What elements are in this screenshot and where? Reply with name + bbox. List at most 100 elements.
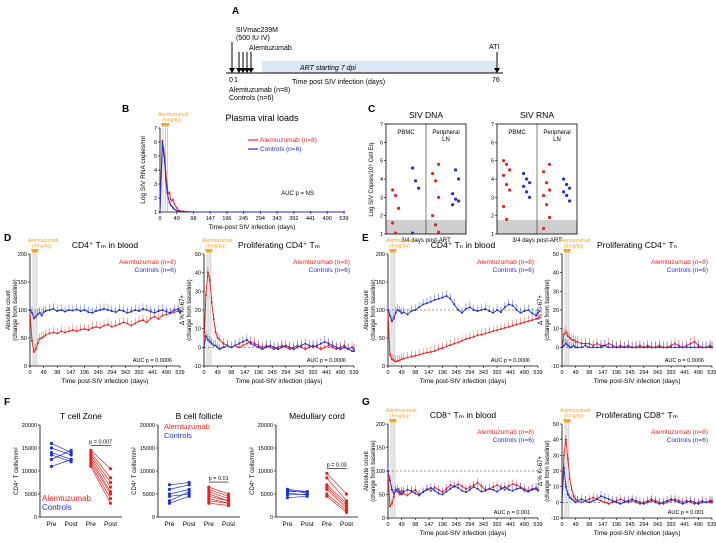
x-tick-label: 539 bbox=[533, 522, 542, 528]
x-tick-label: 490 bbox=[520, 522, 529, 528]
data-point bbox=[406, 488, 409, 491]
y-tick-label: 0 bbox=[24, 364, 27, 370]
x-tick-label: Pre bbox=[46, 521, 57, 528]
data-point bbox=[226, 211, 228, 213]
data-point-pre bbox=[89, 457, 93, 462]
data-point-pre bbox=[207, 494, 211, 498]
data-point-post bbox=[187, 483, 191, 487]
timeline-tick-0: 0 bbox=[229, 77, 233, 84]
data-point-pre bbox=[89, 460, 93, 464]
data-point bbox=[507, 303, 510, 306]
data-point bbox=[153, 311, 156, 314]
data-point bbox=[87, 329, 90, 332]
art-period-bar bbox=[262, 61, 496, 73]
data-point bbox=[273, 348, 276, 351]
y-tick-label: 200 bbox=[376, 422, 385, 428]
data-point-post bbox=[69, 453, 73, 457]
data-point bbox=[326, 211, 329, 213]
data-point bbox=[476, 481, 479, 484]
data-point bbox=[627, 346, 630, 349]
data-point bbox=[269, 346, 272, 349]
data-point-post bbox=[226, 492, 231, 496]
data-point bbox=[607, 502, 610, 505]
y-tick-label: 1 bbox=[380, 232, 383, 238]
data-point bbox=[611, 501, 614, 504]
data-point bbox=[391, 188, 395, 192]
data-point bbox=[542, 193, 546, 198]
x-tick-label: 0 bbox=[560, 370, 563, 376]
group-label-ln-1: Peripheral bbox=[543, 130, 570, 136]
data-point bbox=[192, 211, 195, 213]
data-point bbox=[110, 325, 113, 328]
data-point bbox=[126, 311, 129, 314]
panel-letter-d: D bbox=[4, 233, 11, 244]
data-point bbox=[445, 295, 448, 297]
data-point-post bbox=[69, 457, 73, 462]
data-point bbox=[515, 487, 518, 490]
y-axis-label-sub: (change from baseline) bbox=[371, 440, 377, 501]
data-point bbox=[163, 162, 166, 164]
data-point bbox=[83, 328, 86, 331]
pair-line bbox=[169, 489, 190, 495]
data-point-pre bbox=[285, 496, 290, 500]
data-point bbox=[464, 338, 467, 341]
data-point bbox=[654, 346, 657, 349]
data-point-pre bbox=[89, 464, 93, 468]
data-point bbox=[472, 309, 475, 311]
data-point-post bbox=[344, 506, 349, 510]
data-point bbox=[79, 328, 82, 331]
data-point bbox=[331, 344, 334, 347]
data-point bbox=[414, 179, 418, 183]
data-point bbox=[315, 346, 318, 349]
data-point bbox=[173, 311, 176, 314]
legend-alemtuzumab: Alemtuzumab (n=8) bbox=[477, 259, 534, 266]
data-point bbox=[453, 303, 456, 306]
data-point bbox=[304, 348, 307, 351]
x-tick-label: 0 bbox=[28, 370, 31, 376]
data-point bbox=[662, 501, 665, 504]
data-point-pre bbox=[89, 462, 93, 466]
auc-annotation: AUC p = 0.0006 bbox=[665, 358, 704, 364]
data-point bbox=[433, 349, 436, 352]
legend-controls: Controls bbox=[42, 503, 72, 512]
data-point-pre bbox=[207, 492, 211, 496]
timeline-group-2: Controls (n=6) bbox=[229, 95, 274, 102]
series-line-alemtuzumab bbox=[159, 140, 344, 213]
pair-line bbox=[90, 450, 111, 469]
data-point bbox=[592, 346, 595, 349]
data-point bbox=[410, 491, 413, 494]
data-point bbox=[457, 199, 461, 203]
y-tick-label: 4 bbox=[380, 177, 383, 183]
data-point-post bbox=[226, 499, 231, 503]
y-axis-label-sub: (change from baseline) bbox=[371, 279, 377, 340]
x-tick-label: 98 bbox=[228, 370, 234, 376]
data-point bbox=[165, 310, 168, 313]
data-point bbox=[173, 309, 176, 311]
x-tick-label: 294 bbox=[256, 216, 265, 222]
x-tick-label: 441 bbox=[306, 216, 315, 222]
data-point bbox=[32, 317, 35, 320]
timeline-ati-label: ATI bbox=[489, 44, 499, 51]
data-point bbox=[511, 324, 514, 327]
chart-title: SIV RNA bbox=[520, 110, 554, 120]
series-line-controls bbox=[561, 467, 713, 505]
data-point bbox=[666, 501, 669, 504]
x-axis-label: Time-post SIV infection (days) bbox=[209, 224, 296, 231]
pair-line bbox=[90, 454, 111, 483]
x-tick-label: 147 bbox=[424, 522, 433, 528]
data-point-pre bbox=[167, 499, 172, 503]
data-point bbox=[457, 341, 460, 344]
data-point bbox=[204, 335, 207, 338]
p-value-annotation: p = 0.03 bbox=[327, 462, 347, 468]
data-point bbox=[711, 501, 713, 504]
data-point bbox=[394, 311, 397, 314]
data-point bbox=[515, 309, 518, 311]
x-tick-label: 539 bbox=[707, 370, 716, 376]
data-point bbox=[315, 344, 318, 347]
data-point bbox=[169, 204, 172, 206]
data-point bbox=[677, 346, 680, 349]
data-point bbox=[418, 494, 421, 497]
data-point bbox=[607, 498, 610, 501]
x-tick-label: 539 bbox=[533, 370, 542, 376]
